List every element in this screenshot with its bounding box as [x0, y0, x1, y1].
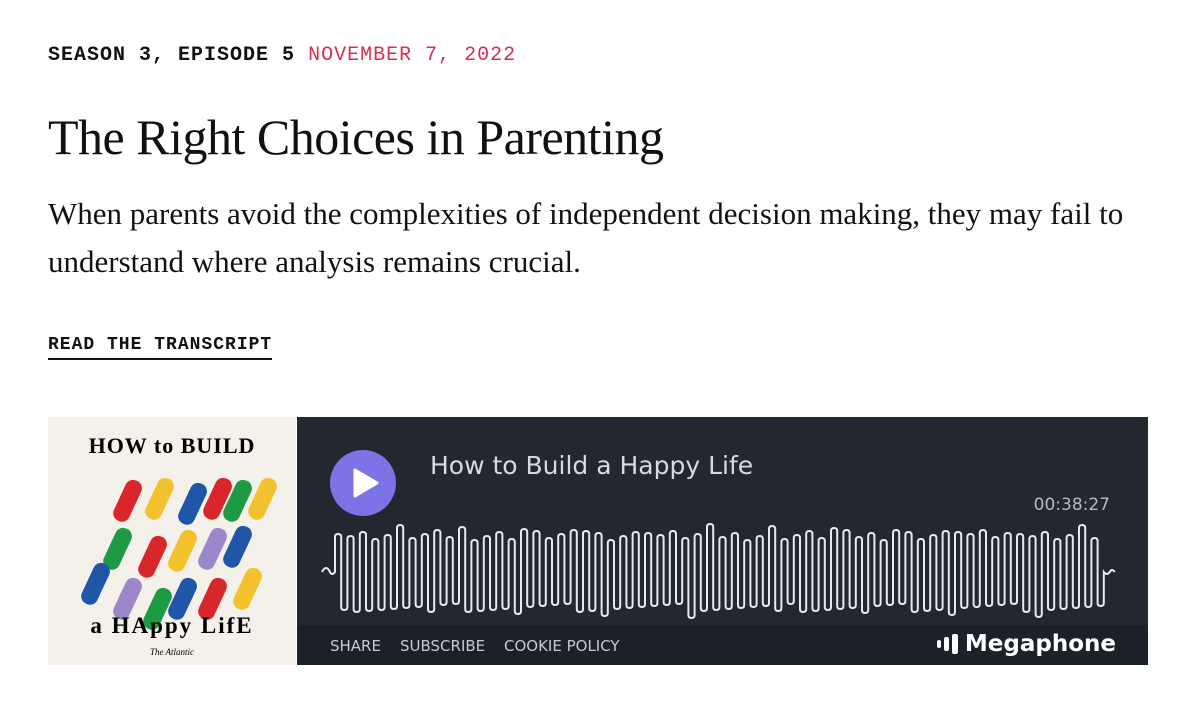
- brushstrokes-image: [81, 477, 277, 630]
- brushstroke: [223, 479, 252, 522]
- player-footer: SHARE SUBSCRIBE COOKIE POLICY Megaphone: [297, 625, 1148, 665]
- subscribe-link[interactable]: SUBSCRIBE: [400, 637, 486, 655]
- brushstroke: [113, 479, 142, 522]
- brushstroke: [198, 527, 227, 570]
- duration: 00:38:27: [1033, 495, 1110, 515]
- brushstroke: [233, 567, 262, 610]
- share-link[interactable]: SHARE: [330, 637, 381, 655]
- artwork-publisher: The Atlantic: [149, 647, 195, 657]
- podcast-artwork: HOW to BUILD a HAppy LifE The Atlantic: [48, 417, 296, 665]
- season-episode: SEASON 3, EPISODE 5: [48, 44, 296, 67]
- brushstroke: [203, 477, 232, 520]
- brushstroke: [103, 527, 132, 570]
- megaphone-logo-icon: [936, 634, 958, 654]
- play-icon: [353, 468, 379, 498]
- brushstroke: [223, 525, 252, 568]
- brushstroke: [145, 477, 174, 520]
- brushstroke: [168, 529, 197, 572]
- brushstroke: [178, 482, 207, 525]
- waveform-scrubber[interactable]: [297, 517, 1148, 627]
- brushstroke: [248, 477, 277, 520]
- brushstroke: [113, 577, 142, 620]
- episode-description: When parents avoid the complexities of i…: [48, 196, 1124, 279]
- brushstroke: [81, 562, 110, 605]
- play-button[interactable]: [330, 450, 396, 516]
- episode-date: NOVEMBER 7, 2022: [308, 44, 517, 67]
- audio-player: How to Build a Happy Life 00:38:27 SHARE…: [297, 417, 1148, 665]
- episode-meta: SEASON 3, EPISODE 5 NOVEMBER 7, 2022: [48, 44, 516, 67]
- read-transcript-link[interactable]: READ THE TRANSCRIPT: [48, 335, 273, 360]
- artwork-line2: a HAppy LifE: [90, 613, 254, 638]
- brushstroke: [143, 587, 172, 630]
- player-title: How to Build a Happy Life: [430, 451, 754, 480]
- megaphone-brand[interactable]: Megaphone: [936, 631, 1116, 657]
- episode-title: The Right Choices in Parenting: [48, 109, 664, 165]
- brushstroke: [168, 577, 197, 620]
- brand-name: Megaphone: [964, 631, 1116, 657]
- brushstroke: [138, 535, 167, 578]
- brushstroke: [198, 577, 227, 620]
- cookie-policy-link[interactable]: COOKIE POLICY: [504, 637, 620, 655]
- artwork-line1: HOW to BUILD: [88, 433, 256, 458]
